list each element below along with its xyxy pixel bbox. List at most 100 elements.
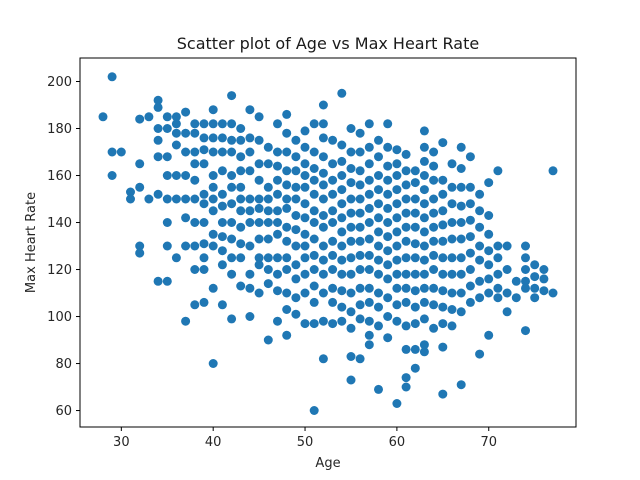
data-point (419, 156, 429, 166)
data-point (254, 194, 264, 204)
data-point (107, 147, 117, 157)
data-point (208, 147, 218, 157)
data-point (217, 300, 227, 310)
data-point (447, 234, 457, 244)
data-point (438, 206, 448, 216)
data-point (273, 286, 282, 296)
data-point (456, 253, 466, 263)
data-point (484, 246, 494, 256)
data-point (282, 288, 292, 298)
data-point (300, 182, 310, 192)
data-point (419, 255, 429, 265)
data-point (227, 199, 237, 209)
data-point (410, 239, 420, 249)
data-point (447, 269, 457, 279)
data-point (475, 189, 485, 199)
data-point (530, 293, 540, 303)
data-point (318, 168, 328, 178)
data-point (318, 241, 328, 251)
data-point (410, 269, 420, 279)
data-point (438, 138, 448, 148)
data-point (355, 128, 365, 138)
data-point (208, 105, 218, 115)
data-point (318, 255, 328, 265)
data-point (282, 203, 292, 213)
data-point (263, 335, 273, 345)
data-point (153, 124, 163, 133)
data-point (273, 147, 282, 157)
data-point (502, 307, 512, 317)
data-point (364, 218, 374, 227)
data-point (208, 283, 218, 293)
data-point (401, 344, 411, 354)
data-point (364, 250, 374, 260)
data-point (383, 274, 393, 284)
data-point (364, 330, 374, 340)
data-point (521, 283, 530, 293)
data-point (438, 220, 448, 230)
data-point (419, 171, 429, 180)
data-point (419, 199, 429, 209)
data-point (190, 218, 200, 227)
data-point (401, 253, 411, 263)
data-point (199, 145, 209, 155)
data-point (447, 253, 457, 263)
data-point (548, 166, 558, 176)
data-point (263, 159, 273, 169)
data-point (328, 283, 338, 293)
data-point (236, 206, 246, 216)
data-point (300, 142, 310, 152)
data-point (419, 283, 429, 293)
data-point (374, 241, 383, 251)
data-point (521, 253, 530, 263)
data-point (309, 250, 319, 260)
data-point (337, 213, 347, 223)
data-point (392, 300, 402, 310)
data-point (383, 161, 393, 171)
data-point (401, 180, 411, 190)
data-point (291, 241, 301, 251)
data-point (438, 286, 448, 296)
data-point (236, 152, 246, 162)
data-point (410, 319, 420, 329)
data-point (162, 171, 172, 180)
data-point (208, 182, 218, 192)
data-point (199, 239, 209, 249)
data-point (410, 363, 420, 373)
data-point (300, 213, 310, 223)
data-point (401, 208, 411, 218)
data-point (429, 265, 439, 274)
data-point (309, 164, 319, 173)
data-point (429, 300, 439, 310)
data-point (429, 323, 439, 333)
data-point (318, 133, 328, 143)
data-point (273, 175, 282, 185)
data-point (328, 159, 338, 169)
data-point (227, 147, 237, 157)
data-point (383, 142, 393, 152)
data-point (465, 281, 475, 291)
data-point (475, 293, 485, 303)
data-point (162, 152, 172, 162)
data-point (254, 260, 264, 270)
data-point (401, 149, 411, 159)
data-point (300, 171, 310, 180)
data-point (355, 250, 365, 260)
data-point (364, 189, 374, 199)
data-point (355, 265, 365, 274)
data-point (429, 194, 439, 204)
data-point (374, 135, 383, 145)
data-point (245, 269, 255, 279)
data-point (392, 145, 402, 155)
data-point (282, 253, 292, 263)
data-point (383, 189, 393, 199)
data-point (401, 297, 411, 307)
data-point (153, 189, 163, 199)
data-point (236, 194, 246, 204)
data-point (429, 283, 439, 293)
data-point (162, 218, 172, 227)
data-point (374, 152, 383, 162)
data-point (199, 253, 209, 263)
data-point (291, 182, 301, 192)
